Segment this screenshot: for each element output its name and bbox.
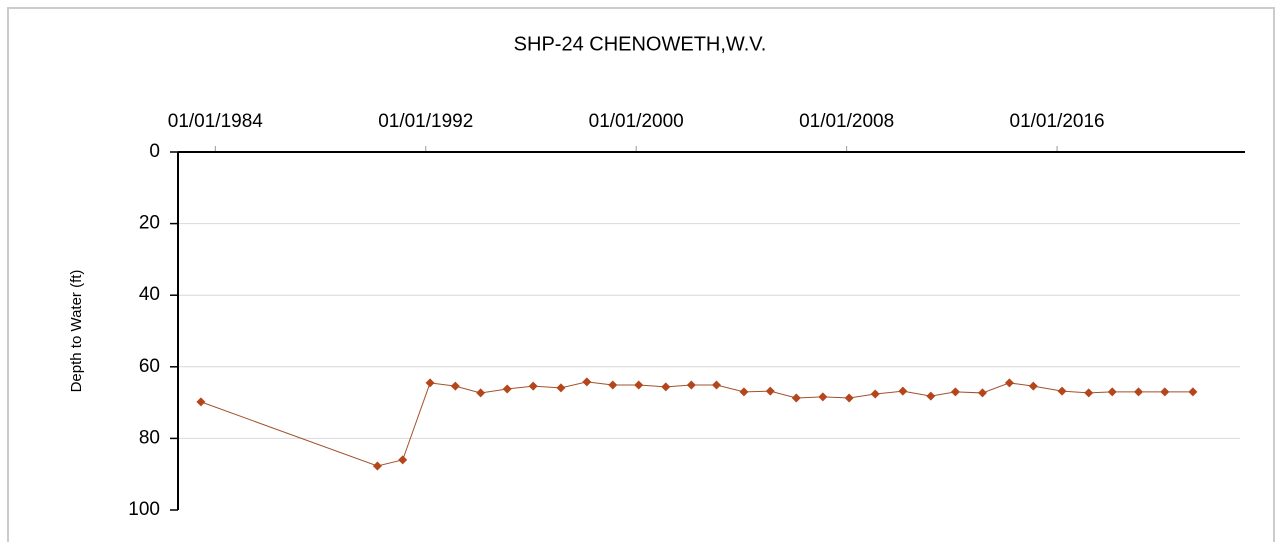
data-point [608,380,618,390]
data-point [634,380,644,390]
y-tick-label: 20 [139,213,160,234]
data-point [556,383,566,393]
data-point [898,386,908,396]
y-tick-label: 100 [128,499,160,520]
data-point [1028,381,1038,391]
data-point [844,393,854,403]
y-tick-label: 40 [139,284,160,305]
y-tick-label: 60 [139,356,160,377]
x-tick-label: 01/01/1984 [168,111,264,132]
chart-title: SHP-24 CHENOWETH,W.V. [514,33,767,55]
data-point [1134,387,1144,397]
data-point [977,388,987,398]
chart-frame [7,7,1275,542]
data-point [791,393,801,403]
y-tick-label: 0 [149,141,160,162]
data-point [661,382,671,392]
data-point [926,391,936,401]
data-point [765,386,775,396]
data-point [582,377,592,387]
data-point [528,381,538,391]
data-point [818,392,828,402]
data-point [950,387,960,397]
x-tick-label: 01/01/2008 [799,111,894,132]
x-tick-label: 01/01/2000 [589,111,684,132]
data-point [398,455,408,465]
data-point [1188,387,1198,397]
data-point [1160,387,1170,397]
data-point [1107,387,1117,397]
data-point [1004,378,1014,388]
data-point [196,397,206,407]
data-point [1057,386,1067,396]
data-point [1084,388,1094,398]
data-point [372,461,382,471]
data-point [476,388,486,398]
x-tick-label: 01/01/2016 [1010,111,1105,132]
data-point [739,387,749,397]
data-point [502,384,512,394]
data-point [870,389,880,399]
data-point [686,380,696,390]
y-tick-label: 80 [139,427,160,448]
data-point [711,380,721,390]
data-point [425,378,435,388]
y-axis-label: Depth to Water (ft) [68,270,85,393]
x-tick-label: 01/01/1992 [378,111,473,132]
data-point [450,381,460,391]
